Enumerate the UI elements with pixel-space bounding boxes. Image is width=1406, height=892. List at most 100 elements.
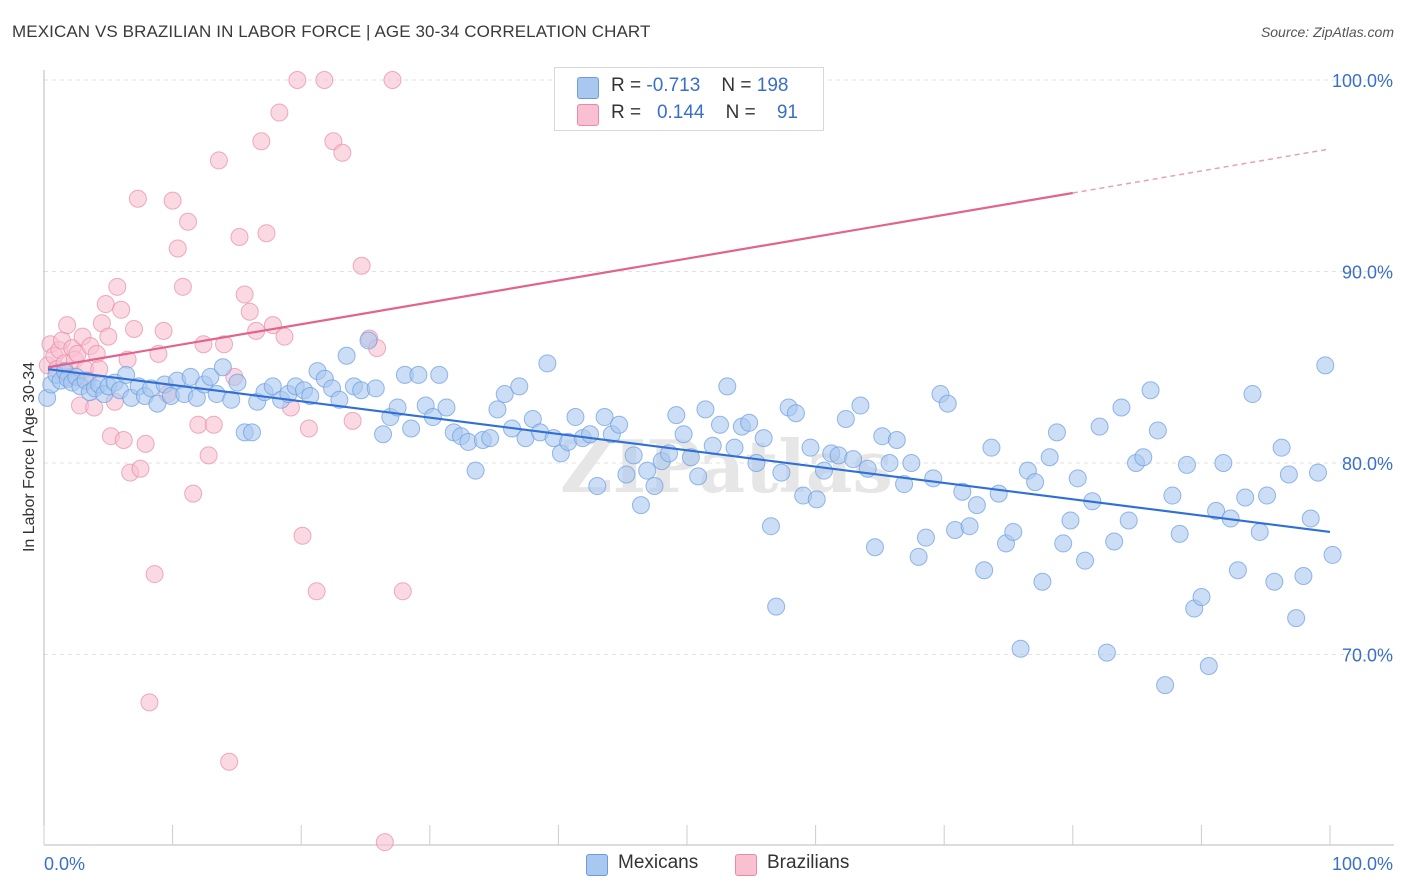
mexicans-point — [228, 373, 247, 392]
brazilians-point — [199, 446, 218, 465]
mexicans-point — [201, 367, 220, 386]
mexicans-point — [1250, 522, 1269, 541]
mexicans-point — [924, 469, 943, 488]
mexicans-point — [510, 377, 529, 396]
mexicans-point — [1076, 551, 1095, 570]
mexicans-point — [1141, 381, 1160, 400]
brazilians-point — [114, 431, 133, 450]
mexicans-point — [1309, 463, 1327, 482]
mexicans-point — [617, 465, 636, 484]
brazilians-point — [173, 277, 192, 296]
brazilians-point — [315, 71, 334, 89]
mexicans-point — [1011, 639, 1030, 658]
mexicans-point — [1243, 385, 1262, 404]
brazilians-point — [58, 316, 77, 335]
brazilians-point — [128, 189, 147, 208]
mexicans-point — [1265, 572, 1284, 591]
mexicans-point — [1047, 423, 1066, 442]
y-tick-label: 100.0% — [1332, 71, 1393, 91]
mexicans-point — [1316, 356, 1335, 375]
mexicans-point — [481, 429, 500, 448]
mexicans-point — [1236, 488, 1255, 507]
mexicans-point — [1294, 566, 1313, 585]
mexicans-point — [1207, 501, 1226, 520]
mexicans-point — [1177, 455, 1196, 474]
mexicans-point — [754, 429, 773, 448]
mexicans-point — [366, 379, 385, 398]
r-value-brazilians: 0.144 — [656, 102, 705, 123]
brazilians-trend-extension — [1072, 148, 1331, 194]
brazilians-trend-line — [47, 191, 1073, 369]
mexicans-point — [982, 438, 1001, 457]
brazilians-point — [131, 459, 150, 478]
mexicans-point — [895, 475, 914, 494]
mexicans-point — [301, 386, 320, 405]
mexicans-point — [213, 358, 232, 377]
brazilians-point — [352, 256, 371, 275]
mexicans-legend-swatch — [586, 854, 608, 876]
mexicans-point — [1119, 511, 1138, 530]
mexicans-point — [1163, 486, 1182, 505]
mexicans-point — [1033, 572, 1052, 591]
mexicans-point — [430, 365, 449, 384]
r-label: R = — [611, 75, 642, 96]
chart-title: MEXICAN VS BRAZILIAN IN LABOR FORCE | AG… — [12, 22, 651, 41]
mexicans-point — [681, 448, 700, 467]
brazilians-point — [393, 582, 412, 601]
mexicans-point — [718, 377, 737, 396]
mexicans-point — [887, 431, 906, 450]
mexicans-point — [495, 385, 514, 404]
brazilians-point — [240, 302, 259, 321]
mexicans-point — [725, 438, 744, 457]
brazilians-point — [343, 411, 362, 430]
mexicans-point — [1148, 421, 1167, 440]
brazilians-point — [375, 833, 394, 852]
y-tick-label: 90.0% — [1342, 263, 1393, 283]
brazilians-point — [209, 151, 228, 170]
mexicans-point — [1054, 534, 1073, 553]
brazilians-point — [220, 752, 239, 771]
mexicans-point — [916, 528, 935, 547]
mexicans-point — [337, 346, 356, 365]
mexicans-point — [631, 496, 650, 515]
mexicans-point — [624, 446, 643, 465]
r-value-mexicans: -0.713 — [646, 75, 701, 96]
x-tick-label-max: 100.0% — [1332, 854, 1393, 874]
brazilians-point — [215, 335, 234, 354]
mexicans-point — [761, 517, 780, 536]
brazilians-point — [112, 300, 131, 319]
mexicans-point — [595, 408, 614, 427]
mexicans-point — [801, 438, 820, 457]
brazilians-point — [257, 224, 276, 243]
n-value-mexicans: 198 — [756, 75, 789, 96]
mexicans-point — [222, 390, 241, 409]
mexicans-point — [1097, 643, 1116, 662]
mexicans-point — [740, 413, 759, 432]
legend-label-brazilians: Brazilians — [767, 852, 850, 873]
brazilians-point — [270, 103, 289, 122]
mexicans-point — [243, 423, 261, 442]
mexicans-point — [667, 406, 686, 425]
mexicans-point — [674, 425, 693, 444]
brazilians-point — [108, 277, 127, 296]
mexicans-point — [1061, 511, 1080, 530]
mexicans-point — [1068, 469, 1087, 488]
mexicans-point — [689, 467, 708, 486]
mexicans-point — [836, 409, 855, 428]
mexicans-point — [374, 425, 393, 444]
y-tick-label: 70.0% — [1342, 646, 1393, 666]
mexicans-point — [1026, 473, 1045, 492]
brazilians-point — [194, 335, 213, 354]
brazilians-point — [184, 484, 203, 503]
mexicans-point — [909, 547, 928, 566]
mexicans-point — [1004, 522, 1023, 541]
mexicans-point — [645, 476, 664, 495]
mexicans-point — [588, 476, 607, 495]
stats-legend: R = -0.713 N = 198 R = 0.144 N = 91 — [554, 67, 824, 131]
mexicans-point — [696, 400, 715, 419]
mexicans-point — [437, 398, 456, 417]
mexicans-point — [1199, 656, 1218, 675]
brazilians-point — [383, 71, 402, 89]
brazilians-point — [307, 582, 326, 601]
